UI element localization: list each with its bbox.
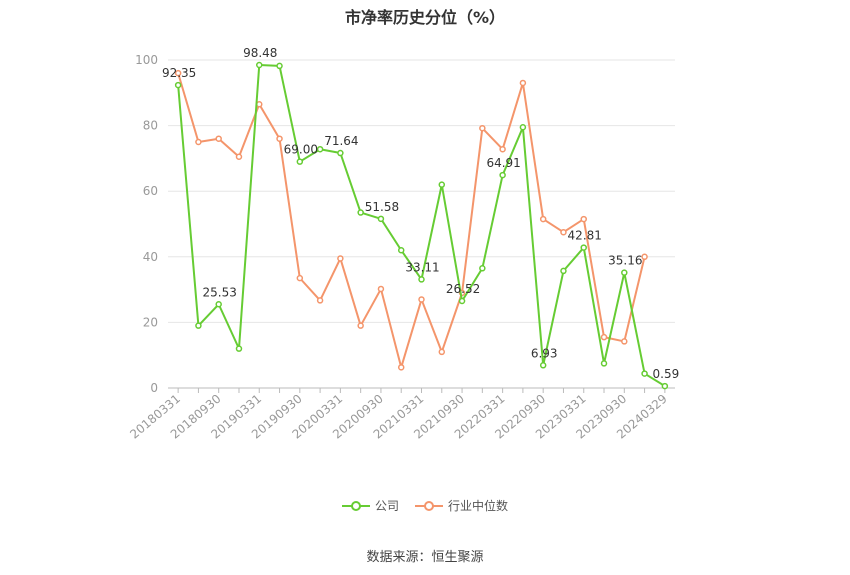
- data-label: 26.52: [446, 282, 480, 296]
- data-label: 64.91: [486, 156, 520, 170]
- data-point: [174, 81, 182, 89]
- y-tick-label: 80: [143, 119, 158, 133]
- data-point: [276, 135, 283, 142]
- data-label: 51.58: [365, 200, 399, 214]
- data-label-layer: 92.35 25.53 98.48 69.00 71.64 51.58 33.11 26.52…: [162, 46, 679, 381]
- data-point: [296, 158, 304, 165]
- grid-layer: [168, 59, 675, 323]
- data-point: [235, 345, 243, 352]
- y-tick-label: 0: [150, 381, 158, 395]
- data-point: [560, 267, 567, 275]
- y-tick-label: 100: [135, 53, 158, 67]
- y-tick-label: 40: [143, 250, 158, 264]
- data-point: [438, 181, 446, 188]
- source-note: 数据来源：恒生聚源: [366, 550, 484, 565]
- data-label: 33.11: [405, 260, 439, 274]
- data-point: [641, 370, 648, 377]
- data-point: [438, 348, 446, 356]
- data-label: 0.59: [653, 367, 680, 381]
- data-point: [580, 215, 587, 223]
- data-point: [357, 322, 364, 329]
- data-point: [256, 61, 263, 69]
- legend-item-industry[interactable]: 行业中位数: [415, 497, 508, 514]
- data-point: [519, 79, 527, 87]
- data-point: [397, 246, 405, 254]
- data-point: [377, 285, 385, 293]
- legend-label-company: 公司: [374, 499, 399, 513]
- data-label: 25.53: [203, 285, 237, 299]
- data-point: [174, 69, 182, 77]
- data-point: [641, 253, 648, 261]
- data-point: [560, 228, 567, 236]
- data-point: [539, 215, 547, 223]
- company-legend-icon: [341, 500, 370, 511]
- data-label: 42.81: [568, 229, 602, 243]
- data-point: [539, 362, 547, 369]
- data-point: [215, 301, 222, 308]
- data-point: [600, 333, 608, 341]
- data-label: 98.48: [243, 46, 277, 60]
- data-point: [357, 209, 364, 216]
- data-point: [377, 215, 385, 223]
- data-point: [235, 153, 243, 161]
- data-point: [458, 297, 466, 305]
- data-label: 92.35: [162, 66, 196, 80]
- data-point: [316, 145, 324, 153]
- data-point: [397, 364, 405, 371]
- data-point: [418, 296, 425, 303]
- data-point: [195, 322, 202, 329]
- data-point: [499, 145, 506, 153]
- data-label: 71.64: [324, 134, 358, 148]
- data-point: [600, 360, 608, 367]
- data-point: [215, 135, 222, 142]
- y-tick-label: 20: [143, 315, 158, 329]
- data-label: 69.00: [284, 143, 318, 157]
- data-point: [519, 123, 527, 131]
- industry-legend-icon: [415, 500, 443, 511]
- legend-label-industry: 行业中位数: [448, 499, 509, 513]
- legend: 公司 行业中位数: [0, 497, 850, 514]
- data-point: [479, 124, 486, 132]
- data-point: [276, 62, 283, 70]
- y-tick-label: 60: [143, 184, 158, 198]
- data-point: [479, 265, 486, 272]
- series-layer: [174, 61, 669, 390]
- data-point: [418, 276, 425, 283]
- data-point: [661, 382, 669, 390]
- data-point: [316, 297, 324, 304]
- data-label: 6.93: [531, 346, 558, 360]
- legend-item-company[interactable]: 公司: [341, 497, 399, 514]
- data-point: [621, 338, 628, 345]
- series-line-0: [177, 63, 666, 387]
- data-point: [296, 274, 304, 282]
- data-point: [499, 171, 506, 179]
- data-point: [621, 269, 628, 276]
- data-point: [337, 255, 344, 262]
- data-point: [195, 138, 202, 146]
- chart-title: 市净率历史分位（%）: [344, 8, 506, 27]
- data-label: 35.16: [608, 254, 642, 268]
- data-point: [580, 244, 587, 251]
- data-point: [337, 149, 344, 157]
